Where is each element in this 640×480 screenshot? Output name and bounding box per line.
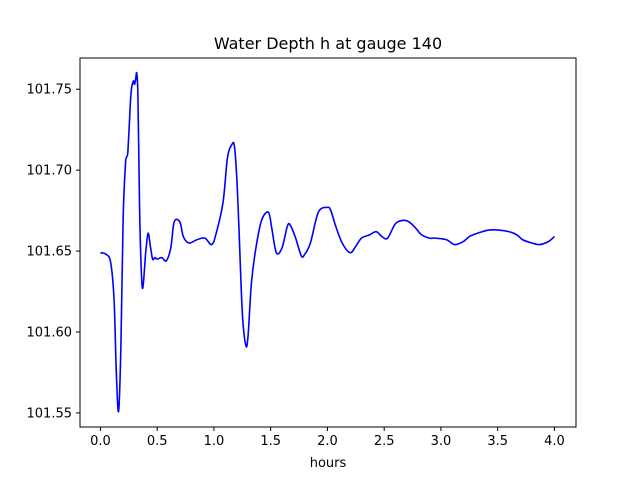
y-tick-label: 101.60 xyxy=(27,325,73,340)
x-tick-label: 3.0 xyxy=(431,434,452,449)
x-tick-label: 2.5 xyxy=(374,434,395,449)
y-tick-label: 101.55 xyxy=(27,406,73,421)
y-tick-label: 101.70 xyxy=(27,164,73,179)
x-tick-label: 4.0 xyxy=(544,434,565,449)
y-tick-label: 101.75 xyxy=(27,83,73,98)
x-tick-label: 1.0 xyxy=(204,434,225,449)
axes-frame xyxy=(79,57,577,428)
x-tick-label: 1.5 xyxy=(260,434,281,449)
x-axis-label: hours xyxy=(310,456,347,471)
plot-area xyxy=(100,71,555,413)
x-tick-label: 3.5 xyxy=(487,434,508,449)
y-tick-label: 101.65 xyxy=(27,245,73,260)
chart-title: Water Depth h at gauge 140 xyxy=(214,34,442,53)
x-tick-label: 0.0 xyxy=(90,434,111,449)
series-line xyxy=(100,71,555,413)
axis-ticks: 0.0 0.5 1.0 1.5 2.0 2.5 3.0 3.5 4.0 101.55 101.60 1… xyxy=(27,83,565,449)
x-tick-label: 2.0 xyxy=(317,434,338,449)
x-tick-label: 0.5 xyxy=(147,434,168,449)
